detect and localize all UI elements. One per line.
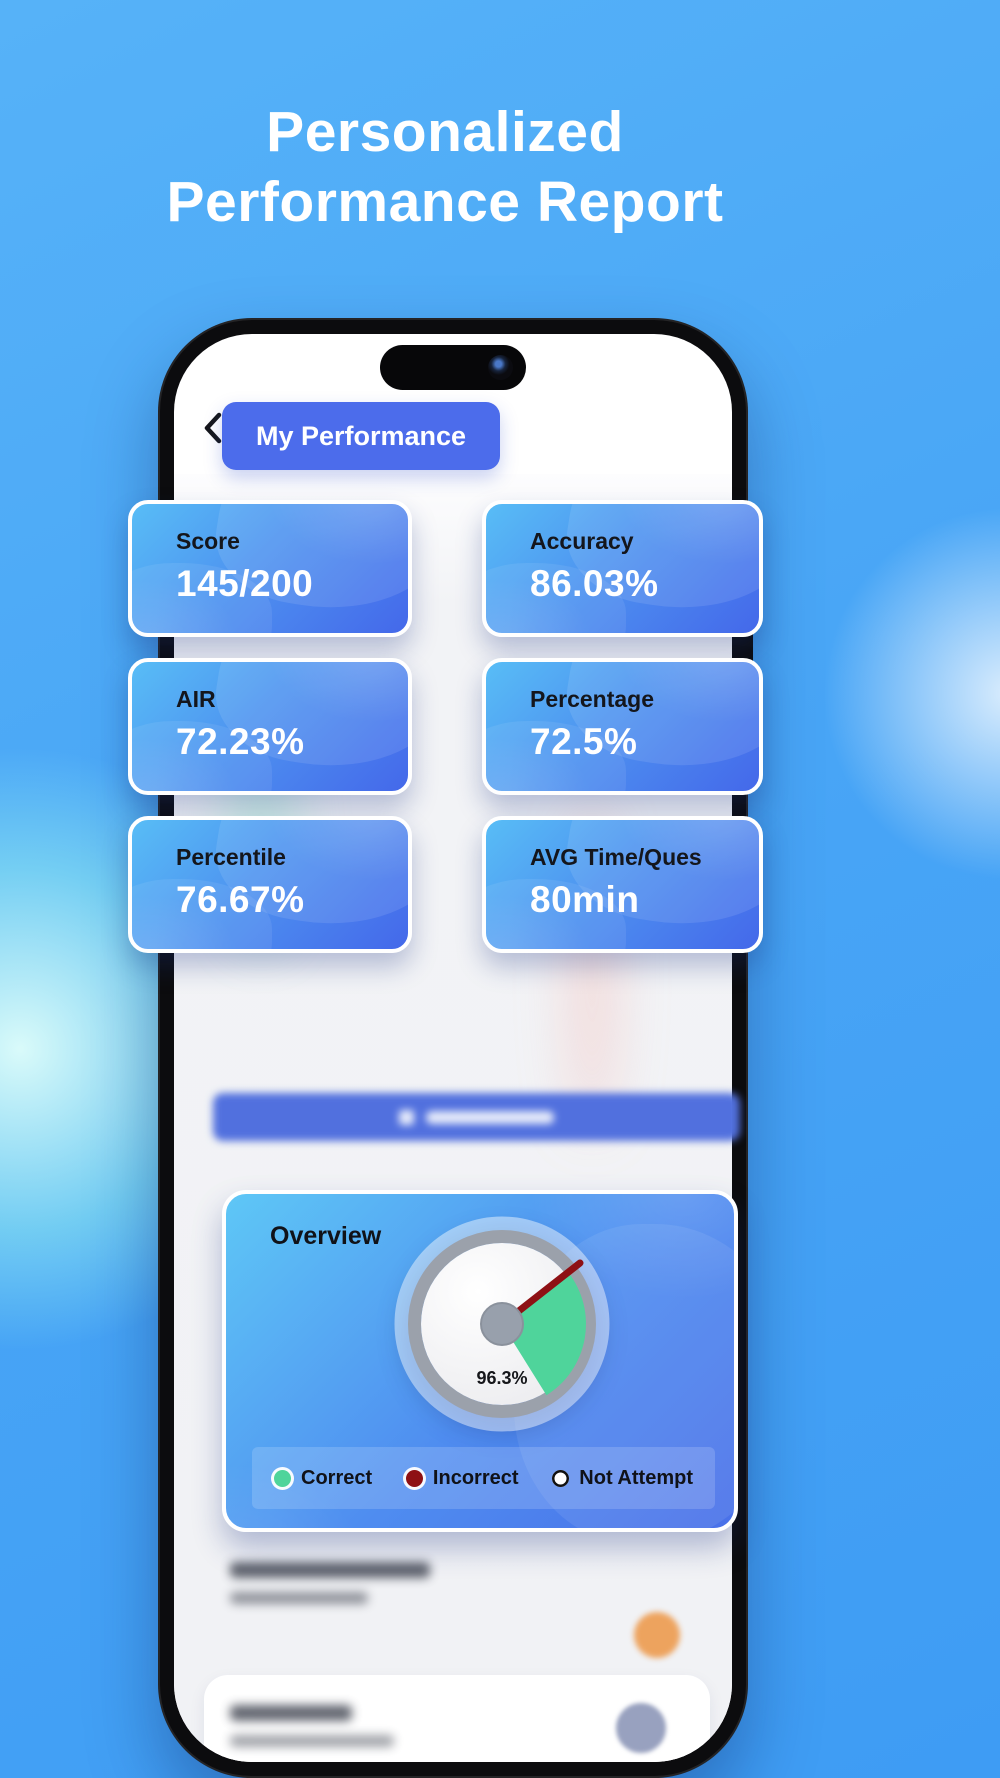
page-title-line1: Personalized <box>266 100 624 164</box>
screen-title: My Performance <box>222 402 500 470</box>
blurred-avatar <box>634 1612 680 1658</box>
blurred-list-item <box>204 1675 710 1762</box>
page-title-line2: Performance Report <box>166 169 724 234</box>
stat-value: 86.03% <box>530 563 659 604</box>
gauge-hub <box>480 1302 524 1346</box>
stat-label: Score <box>176 528 240 554</box>
gauge-value: 96.3% <box>476 1368 527 1388</box>
stat-card-avg-time: AVG Time/Ques 80min <box>482 816 763 953</box>
page-title: Personalized Performance Report <box>0 98 890 237</box>
stat-value: 72.5% <box>530 721 638 762</box>
incorrect-dot-icon <box>405 1469 423 1487</box>
legend-item-incorrect: Incorrect <box>405 1466 519 1490</box>
gauge-outer-ring <box>408 1230 596 1418</box>
legend-label: Correct <box>301 1466 373 1489</box>
stat-card-percentage: Percentage 72.5% <box>482 658 763 795</box>
stat-card-air: AIR 72.23% <box>128 658 412 795</box>
stat-label: Percentile <box>176 844 286 870</box>
stat-label: AVG Time/Ques <box>530 844 702 870</box>
blurred-action-button[interactable] <box>213 1093 740 1141</box>
blurred-button-icon <box>399 1109 414 1125</box>
stat-value: 72.23% <box>176 721 305 762</box>
blurred-text-line <box>230 1735 394 1747</box>
stat-label: Percentage <box>530 686 655 712</box>
stat-value: 80min <box>530 879 640 920</box>
not-attempt-dot-icon <box>552 1469 570 1487</box>
back-button[interactable] <box>196 408 230 448</box>
gauge-halo-ring <box>394 1216 610 1432</box>
stat-card-percentile: Percentile 76.67% <box>128 816 412 953</box>
legend-item-correct: Correct <box>274 1467 372 1490</box>
stat-value: 145/200 <box>176 563 314 604</box>
blurred-avatar <box>616 1703 666 1753</box>
chevron-left-icon <box>204 412 222 444</box>
legend-label: Incorrect <box>432 1466 519 1489</box>
gauge-legend: Correct Incorrect Not Attempt <box>252 1447 715 1509</box>
performance-gauge: 96.3% <box>386 1208 618 1445</box>
stat-label: Accuracy <box>530 528 634 554</box>
stat-card-accuracy: Accuracy 86.03% <box>482 500 763 637</box>
blurred-button-label <box>426 1110 554 1124</box>
gauge-chart-icon: 96.3% <box>394 1216 610 1432</box>
correct-dot-icon <box>274 1469 291 1487</box>
stat-value: 76.67% <box>176 879 305 920</box>
blurred-text-line <box>230 1592 368 1604</box>
stats-grid: Score 145/200 Accuracy 86.03% AIR 72.23%… <box>128 500 763 953</box>
stat-card-score: Score 145/200 <box>128 500 412 637</box>
blurred-text-line <box>230 1705 352 1721</box>
overview-card: Overview 96.3% Correct Incorrect <box>222 1190 738 1532</box>
stat-label: AIR <box>176 686 216 712</box>
legend-label: Not Attempt <box>579 1466 693 1489</box>
dynamic-island <box>380 345 526 390</box>
overview-title: Overview <box>270 1222 382 1250</box>
legend-item-not-attempt: Not Attempt <box>552 1467 693 1490</box>
front-camera-icon <box>488 355 513 380</box>
gauge-correct-segment <box>502 1272 586 1396</box>
blurred-text-line <box>230 1562 430 1578</box>
